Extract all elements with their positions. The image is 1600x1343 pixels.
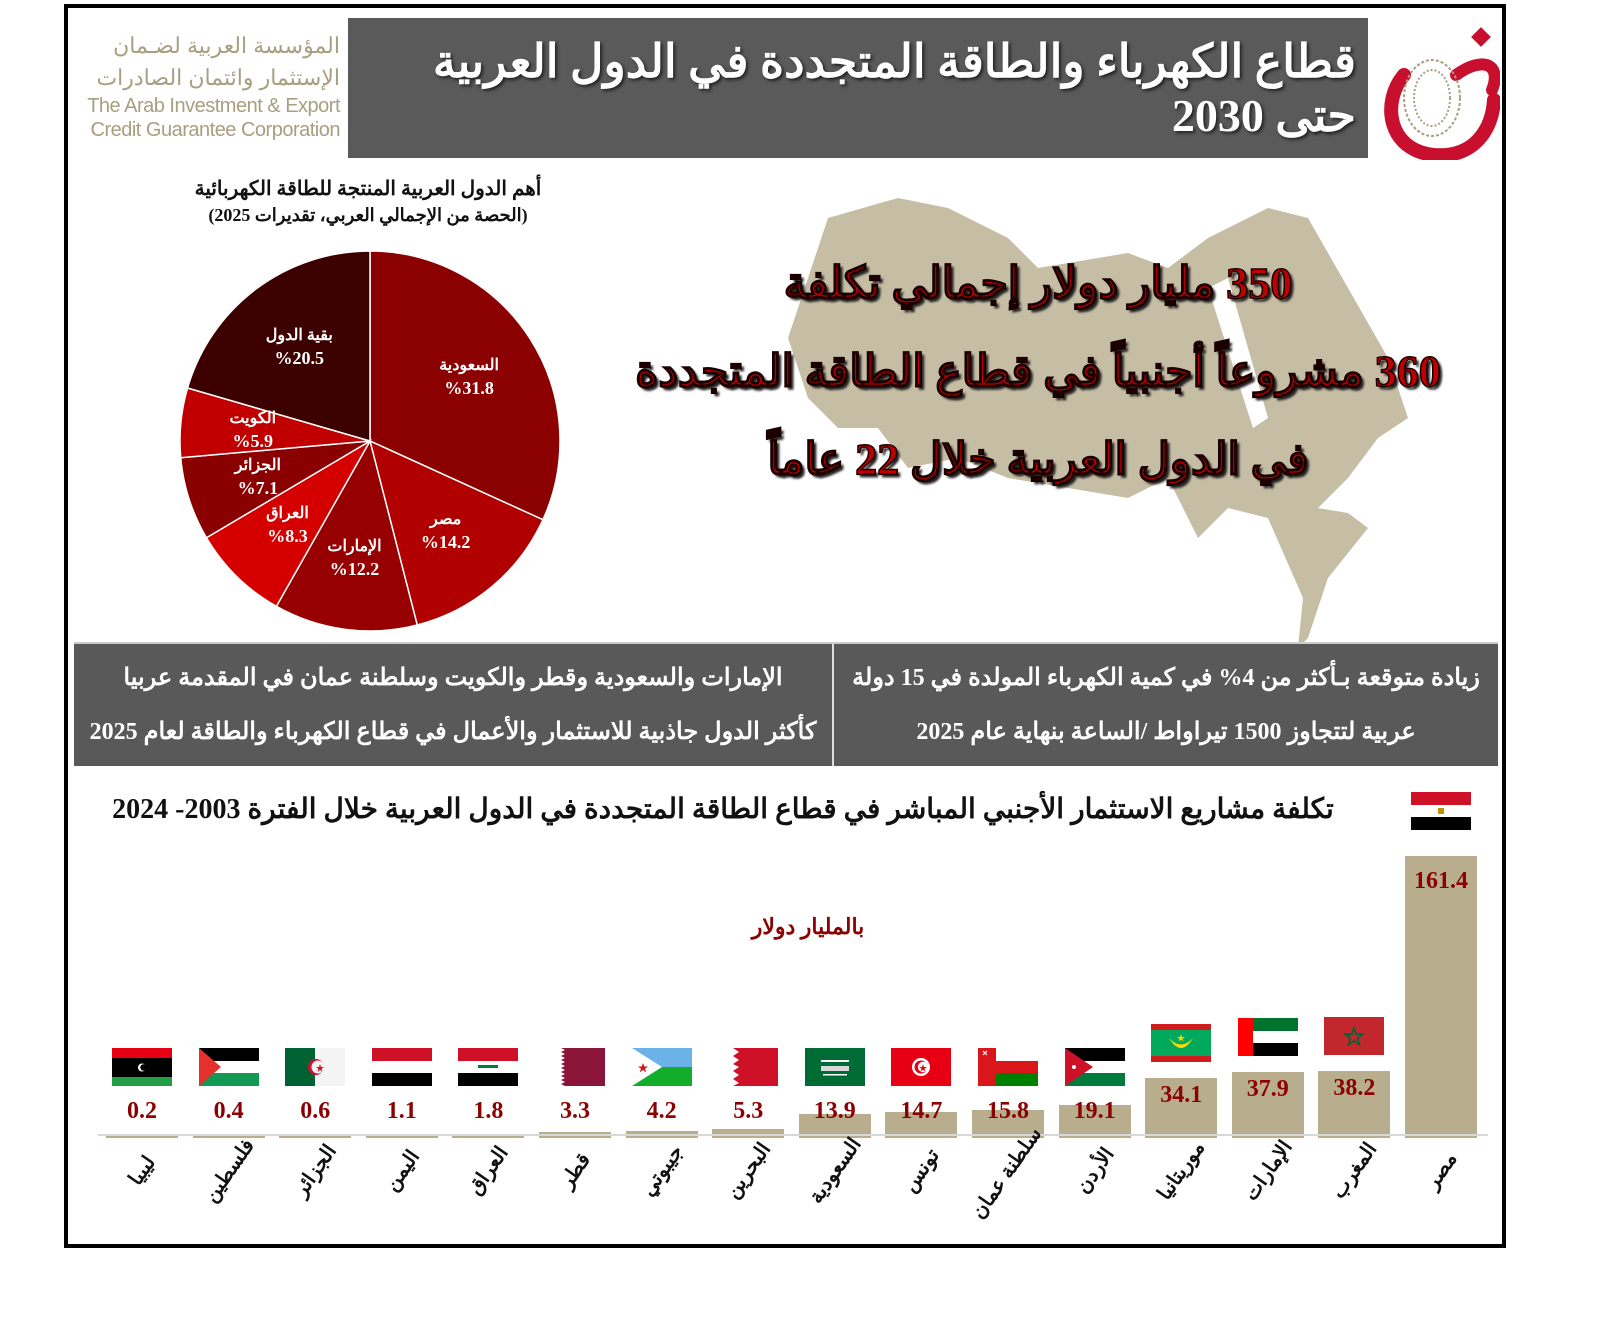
bar	[365, 1135, 438, 1138]
djibouti-flag-icon	[631, 1048, 692, 1086]
info-row: الإمارات والسعودية وقطر والكويت وسلطنة ع…	[74, 642, 1498, 766]
egypt-flag-icon	[1411, 792, 1471, 830]
jordan-flag-icon	[1064, 1048, 1125, 1086]
org-name-ar-2: الإستثمار وائتمان الصادرات	[96, 65, 340, 90]
bar	[885, 1112, 958, 1138]
bar-column: 0.6	[279, 848, 352, 1138]
uae-flag-icon	[1237, 1017, 1298, 1056]
bar	[712, 1128, 785, 1138]
palestine-flag-icon	[198, 1048, 259, 1086]
bar-value-label: 38.2	[1333, 1075, 1376, 1102]
bar-value-label: 15.8	[987, 1098, 1029, 1124]
pie-slice-label: مصر %14.2	[420, 511, 471, 553]
bar-column: 37.9	[1231, 848, 1304, 1138]
pie-slice-label: الكويت %5.9	[229, 409, 277, 451]
org-name-block: المؤسسة العربية لضـمان الإستثمار وائتمان…	[78, 30, 340, 142]
bar-column: 0.4	[192, 848, 265, 1138]
bar	[1058, 1104, 1131, 1138]
bar-column: 4.2	[625, 848, 698, 1138]
mauritania-flag-icon	[1151, 1024, 1212, 1063]
bar-column: 38.2	[1318, 848, 1391, 1138]
bar-value-label: 19.1	[1073, 1098, 1116, 1124]
headline-line-3: في الدول العربية خلال 22 عاماً	[767, 434, 1309, 485]
bar	[1231, 1071, 1304, 1138]
info-box-generation: زيادة متوقعة بـأكثر من 4% في كمية الكهرب…	[834, 644, 1498, 766]
bar	[1145, 1078, 1218, 1138]
bar	[1405, 856, 1477, 1138]
infographic-frame: المؤسسة العربية لضـمان الإستثمار وائتمان…	[64, 4, 1506, 1248]
arab-world-map	[788, 198, 1408, 648]
bar-value-label: 0.4	[213, 1098, 244, 1124]
bar-column: 0.2	[106, 848, 178, 1138]
bar-column: 34.1	[1145, 848, 1218, 1138]
bar	[972, 1110, 1044, 1138]
bar	[106, 1135, 178, 1138]
libya-flag-icon	[112, 1048, 172, 1086]
bar-value-label: 14.7	[900, 1098, 943, 1124]
pie-chart	[179, 250, 561, 632]
pie-slice-label: العراق %8.3	[266, 505, 309, 547]
bar-value-label: 5.3	[733, 1098, 764, 1124]
bar	[192, 1135, 265, 1138]
pie-slice	[369, 250, 561, 521]
pie-slice	[186, 250, 371, 442]
headline-block: 350 مليار دولار إجمالي تكلفة 360 مشروعاً…	[628, 240, 1448, 504]
bar-column: 1.1	[365, 848, 438, 1138]
algeria-flag-icon	[285, 1048, 346, 1086]
bar-value-label: 1.1	[386, 1098, 417, 1124]
bar-column: 19.1	[1058, 848, 1131, 1138]
tunisia-flag-icon	[891, 1048, 952, 1086]
org-name-en-2: Credit Guarantee Corporation	[90, 119, 341, 141]
bar	[279, 1135, 352, 1138]
bahrain-flag-icon	[718, 1048, 779, 1086]
bar-column: 14.7	[885, 848, 958, 1138]
pie-slice	[205, 438, 373, 608]
bar-value-label: 34.1	[1160, 1082, 1203, 1109]
qatar-flag-icon	[545, 1048, 605, 1086]
org-name-en-1: The Arab Investment & Export	[87, 95, 340, 117]
dhaman-logo-icon	[1374, 20, 1501, 163]
pie-slice	[368, 439, 544, 626]
bar-column: 1.8	[452, 848, 525, 1138]
bar-column: 13.9	[798, 848, 871, 1138]
bar-chart-baseline	[98, 1134, 1488, 1136]
bar-value-label: 0.2	[127, 1098, 157, 1124]
bar-column: 5.3	[712, 848, 785, 1138]
bar-value-label: 0.6	[300, 1098, 331, 1124]
bar	[798, 1113, 871, 1138]
bar-value-label: 1.8	[473, 1098, 504, 1124]
pie-slice-label: الإمارات %12.2	[327, 537, 382, 579]
bar	[452, 1134, 525, 1138]
bar-column: 3.3	[539, 848, 611, 1138]
pie-slice	[275, 439, 419, 632]
bar-value-label: 13.9	[813, 1098, 856, 1124]
pie-slice-label: بقية الدول %20.5	[265, 326, 333, 368]
pie-slice-label: السعودية %31.8	[439, 357, 499, 399]
bar-value-label: 3.3	[560, 1098, 590, 1124]
bar-chart-unit-label: بالمليار دولار	[751, 914, 865, 939]
iraq-flag-icon	[458, 1048, 519, 1086]
bar-chart-title: تكلفة مشاريع الاستثمار الأجنبي المباشر ف…	[112, 794, 1334, 825]
oman-flag-icon	[978, 1048, 1038, 1086]
title-bar: قطاع الكهرباء والطاقة المتجددة في الدول …	[348, 18, 1368, 158]
saudi-flag-icon	[804, 1048, 865, 1086]
bar-column: 161.4	[1405, 792, 1477, 1138]
morocco-flag-icon	[1324, 1017, 1385, 1056]
bar-value-label: 37.9	[1246, 1075, 1289, 1102]
org-name-ar-1: المؤسسة العربية لضـمان	[113, 33, 340, 58]
yemen-flag-icon	[371, 1048, 432, 1086]
pie-slice-label: الجزائر %7.1	[234, 457, 281, 499]
bar-column: 15.8	[972, 848, 1044, 1138]
headline-line-2: 360 مشروعاً أجنبياً في قطاع الطاقة المتج…	[635, 346, 1442, 397]
headline-line-1: 350 مليار دولار إجمالي تكلفة	[783, 258, 1293, 309]
bar-value-label: 4.2	[646, 1098, 677, 1124]
bar	[1318, 1071, 1391, 1138]
page-title: قطاع الكهرباء والطاقة المتجددة في الدول …	[432, 36, 1356, 141]
pie-chart-title: أهم الدول العربية المنتجة للطاقة الكهربا…	[194, 178, 542, 225]
info-box-attractiveness: الإمارات والسعودية وقطر والكويت وسلطنة ع…	[74, 644, 834, 766]
bar-chart: 0.2 0.4 0.6 1.1 1.8 3.3 4.2 5.3 13.9 14.7 15.8 19.1…	[98, 792, 1488, 1138]
bar-value-label: 161.4	[1414, 868, 1468, 894]
